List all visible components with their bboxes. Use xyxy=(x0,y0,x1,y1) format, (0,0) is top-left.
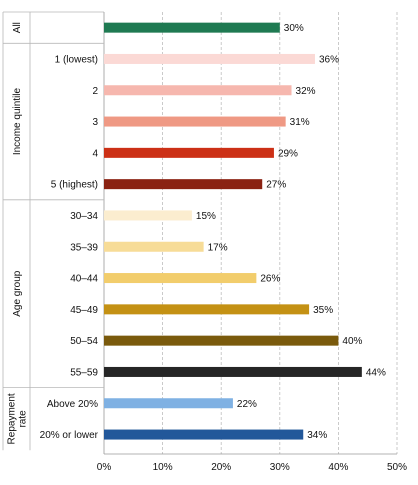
x-tick-label: 20% xyxy=(211,462,231,473)
category-label: 5 (highest) xyxy=(51,180,98,191)
data-label: 17% xyxy=(208,242,228,253)
bar xyxy=(104,116,286,127)
category-label: 30–34 xyxy=(70,211,98,222)
data-label: 44% xyxy=(366,367,386,378)
bar xyxy=(104,273,257,284)
category-label: 4 xyxy=(92,148,98,159)
category-label: 3 xyxy=(92,117,98,128)
category-label: 50–54 xyxy=(70,336,98,347)
category-label: 45–49 xyxy=(70,305,98,316)
bar xyxy=(104,429,304,440)
data-label: 27% xyxy=(266,180,286,191)
x-tick-label: 30% xyxy=(270,462,290,473)
bar xyxy=(104,85,292,96)
category-label: All xyxy=(12,22,23,33)
group-label: Age group xyxy=(12,270,23,317)
category-label: 20% or lower xyxy=(40,430,99,441)
bar xyxy=(104,398,233,409)
bar xyxy=(104,304,310,315)
data-label: 32% xyxy=(296,86,316,97)
bar xyxy=(104,53,315,64)
bar xyxy=(104,22,280,33)
data-label: 36% xyxy=(319,54,339,65)
category-label: 2 xyxy=(92,86,98,97)
data-label: 15% xyxy=(196,211,216,222)
category-label: 1 (lowest) xyxy=(55,54,98,65)
group-label: rate xyxy=(18,410,29,428)
data-label: 26% xyxy=(260,274,280,285)
category-label: 55–59 xyxy=(70,367,98,378)
x-tick-label: 10% xyxy=(153,462,173,473)
data-label: 34% xyxy=(307,430,327,441)
data-label: 31% xyxy=(290,117,310,128)
category-label: 40–44 xyxy=(70,274,98,285)
bar xyxy=(104,210,192,221)
data-label: 30% xyxy=(284,23,304,34)
bar xyxy=(104,241,204,252)
data-label: 35% xyxy=(313,305,333,316)
data-label: 29% xyxy=(278,148,298,159)
group-label: Income quintile xyxy=(12,87,23,155)
data-label: 22% xyxy=(237,399,257,410)
bar xyxy=(104,366,362,377)
x-tick-label: 0% xyxy=(97,462,112,473)
bar xyxy=(104,335,339,346)
x-tick-label: 50% xyxy=(387,462,407,473)
x-tick-label: 40% xyxy=(328,462,348,473)
data-label: 40% xyxy=(342,336,362,347)
category-label: Above 20% xyxy=(47,399,98,410)
bar xyxy=(104,179,263,190)
bar xyxy=(104,147,274,158)
group-label: Repayment xyxy=(7,393,18,444)
category-label: 35–39 xyxy=(70,242,98,253)
